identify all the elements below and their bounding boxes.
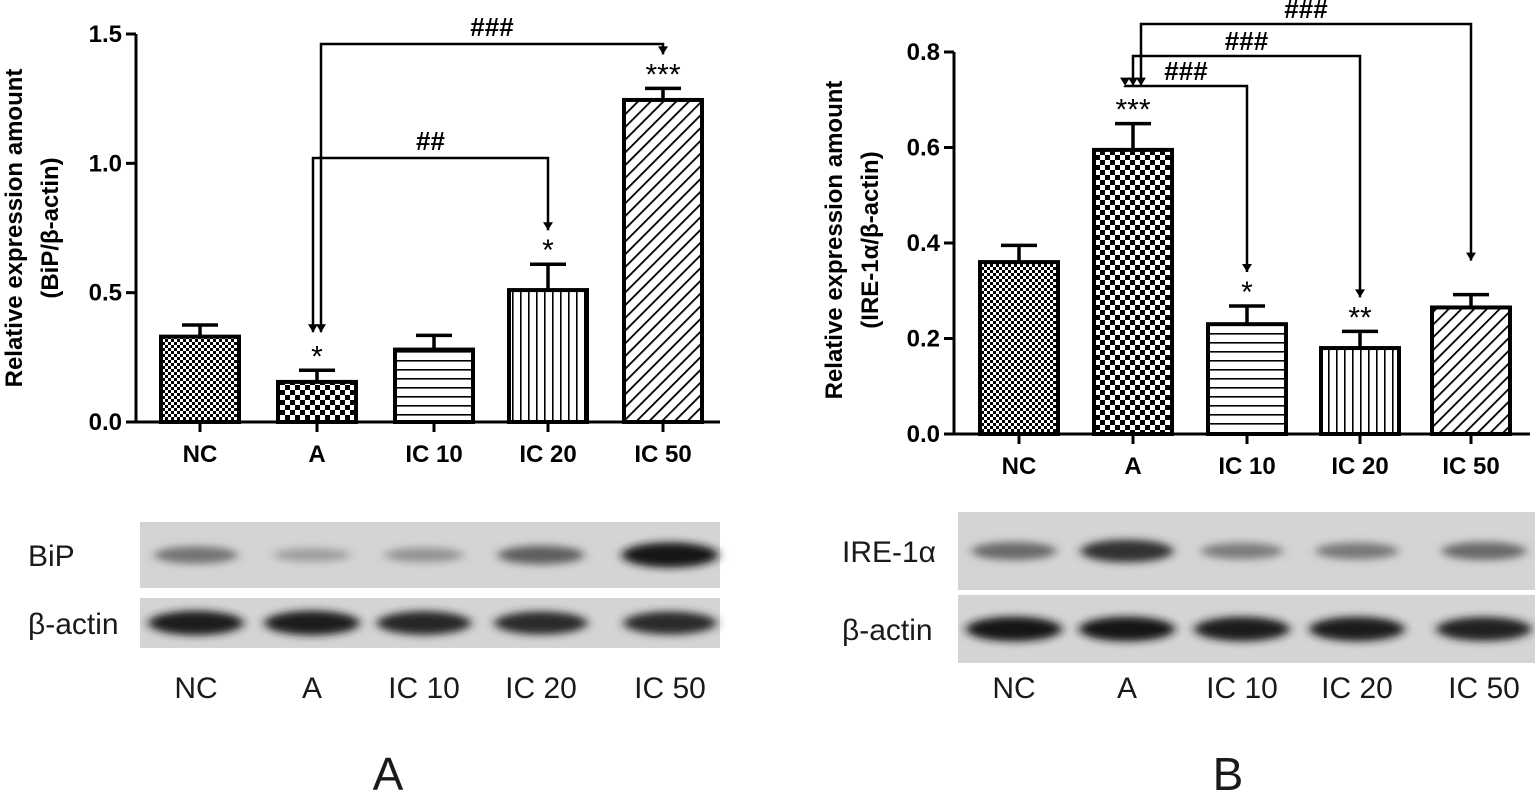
blot-lane-label: IC 20 bbox=[1321, 672, 1393, 705]
x-tick-label: IC 20 bbox=[519, 441, 576, 468]
bracket-arrowhead bbox=[316, 324, 326, 333]
comparison-label: ## bbox=[416, 126, 445, 156]
bracket-arrowhead bbox=[1136, 77, 1146, 86]
bracket-arrowhead bbox=[1466, 252, 1476, 261]
blot-row-label: β-actin bbox=[28, 608, 119, 641]
x-tick-label: IC 50 bbox=[1442, 453, 1499, 480]
blot-lane-label: IC 20 bbox=[505, 672, 577, 705]
blot-lane-label: NC bbox=[174, 672, 217, 705]
comparison-label: ### bbox=[1225, 26, 1269, 56]
blot-band bbox=[966, 616, 1062, 642]
comparison-bracket bbox=[1123, 84, 1249, 273]
y-axis-title: Relative expression amount bbox=[821, 81, 848, 400]
x-tick-label: A bbox=[308, 441, 325, 468]
blot-band bbox=[1441, 542, 1527, 560]
y-tick-label: 0.4 bbox=[907, 230, 941, 257]
y-tick-label: 0.0 bbox=[907, 421, 940, 448]
blot-row-label: β-actin bbox=[842, 614, 933, 647]
blot-band bbox=[148, 610, 244, 636]
x-tick-label: IC 10 bbox=[405, 441, 462, 468]
significance-stars: ** bbox=[1348, 301, 1372, 334]
blot-band bbox=[1200, 542, 1284, 560]
x-tick-label: NC bbox=[183, 441, 218, 468]
y-tick-label: 0.8 bbox=[907, 39, 940, 66]
bar bbox=[393, 347, 475, 424]
bracket-arrowhead bbox=[1120, 77, 1130, 86]
comparison-bracket bbox=[1139, 22, 1473, 261]
significance-stars: * bbox=[542, 234, 554, 267]
blot-band bbox=[384, 547, 464, 563]
y-tick-label: 1.5 bbox=[89, 21, 122, 48]
bracket-arrowhead bbox=[658, 46, 668, 55]
comparison-bracket bbox=[319, 42, 665, 333]
comparison-bracket bbox=[1131, 54, 1362, 298]
blot-lane-label: IC 50 bbox=[1448, 672, 1520, 705]
blot-band bbox=[497, 545, 585, 565]
y-axis-subtitle: (BiP/β-actin) bbox=[37, 157, 64, 298]
comparison-label: ### bbox=[1284, 0, 1328, 24]
chart-panel-b: Relative expression amount (IRE-1α/β-acti… bbox=[821, 0, 1535, 705]
blot-lane-label: A bbox=[302, 672, 322, 705]
comparison-label: ### bbox=[470, 12, 514, 42]
blot-band bbox=[623, 611, 717, 635]
comparison-label: ### bbox=[1164, 56, 1208, 86]
chart-panel-a: Relative expression amount (BiP/β-actin) 0… bbox=[1, 12, 720, 705]
blot-lane-label: IC 10 bbox=[1206, 672, 1278, 705]
blot-band bbox=[1080, 539, 1174, 563]
blot-band bbox=[154, 546, 238, 564]
y-axis-title: Relative expression amount bbox=[1, 69, 28, 388]
panel-label-a: A bbox=[373, 748, 404, 793]
blot-band bbox=[1194, 616, 1290, 642]
x-tick-label: IC 20 bbox=[1331, 453, 1388, 480]
blot-band bbox=[494, 611, 588, 635]
blot-lane-label: IC 50 bbox=[634, 672, 706, 705]
blot-band bbox=[264, 610, 360, 636]
panel-label-b: B bbox=[1213, 748, 1244, 793]
bar bbox=[1430, 305, 1512, 436]
comparison-bracket bbox=[311, 156, 550, 333]
bar bbox=[1092, 147, 1174, 436]
bracket-arrowhead bbox=[1355, 289, 1365, 298]
bar bbox=[978, 260, 1060, 436]
blot-band bbox=[971, 542, 1057, 560]
blot-row-label: IRE-1α bbox=[842, 536, 936, 569]
bar bbox=[159, 334, 241, 425]
blot-lane-label: A bbox=[1117, 672, 1137, 705]
blot-band bbox=[1315, 542, 1399, 560]
blot-band bbox=[273, 548, 351, 562]
bracket-arrowhead bbox=[1242, 264, 1252, 273]
blot-lane-label: NC bbox=[992, 672, 1035, 705]
blot-band bbox=[1436, 616, 1532, 642]
bar bbox=[1206, 322, 1288, 436]
y-tick-label: 0.6 bbox=[907, 135, 940, 162]
y-tick-label: 0.5 bbox=[89, 280, 122, 307]
y-tick-label: 0.2 bbox=[907, 326, 940, 353]
y-tick-label: 0.0 bbox=[89, 409, 122, 436]
bar bbox=[276, 379, 358, 425]
blot-lane-label: IC 10 bbox=[388, 672, 460, 705]
significance-stars: * bbox=[1241, 276, 1253, 309]
x-tick-label: NC bbox=[1002, 453, 1037, 480]
bar bbox=[507, 288, 589, 424]
bracket-arrowhead bbox=[308, 324, 318, 333]
blot-band bbox=[376, 611, 472, 635]
blot-band bbox=[621, 542, 719, 568]
x-tick-label: IC 10 bbox=[1218, 453, 1275, 480]
significance-stars: * bbox=[311, 340, 323, 373]
x-tick-label: A bbox=[1124, 453, 1141, 480]
bar bbox=[622, 97, 704, 425]
significance-stars: *** bbox=[645, 58, 680, 91]
y-axis-subtitle: (IRE-1α/β-actin) bbox=[857, 151, 884, 328]
y-tick-label: 1.0 bbox=[89, 150, 122, 177]
bracket-arrowhead bbox=[1128, 77, 1138, 86]
blot-row-label: BiP bbox=[28, 540, 75, 573]
bracket-arrowhead bbox=[543, 222, 553, 231]
x-tick-label: IC 50 bbox=[634, 441, 691, 468]
blot-band bbox=[1079, 616, 1175, 642]
significance-stars: *** bbox=[1115, 94, 1150, 127]
blot-band bbox=[1309, 616, 1405, 642]
bar bbox=[1319, 346, 1401, 436]
